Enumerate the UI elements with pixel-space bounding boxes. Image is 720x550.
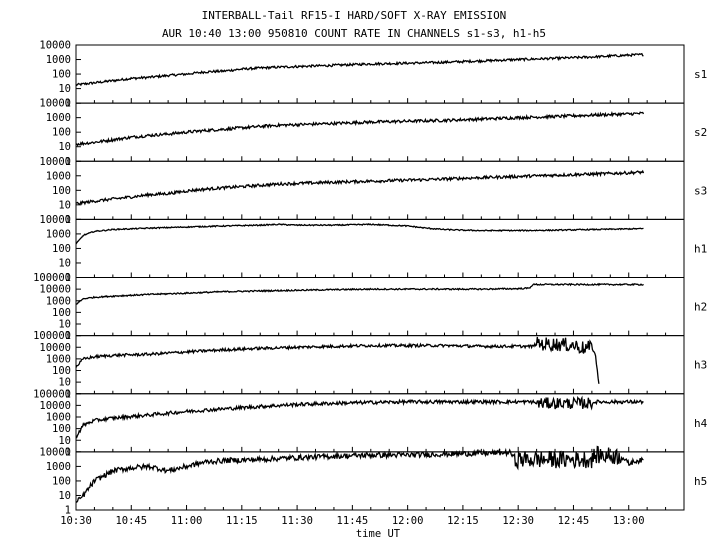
y-tick-label: 100 — [52, 475, 71, 487]
chart-title: INTERBALL-Tail RF15-I HARD/SOFT X-RAY EM… — [202, 9, 507, 22]
y-tick-label: 1000 — [46, 228, 71, 240]
y-tick-label: 10000 — [39, 400, 71, 412]
series-line-h5 — [75, 445, 644, 503]
y-tick-label: 10000 — [39, 446, 71, 458]
panel-frame — [75, 335, 685, 395]
y-tick-label: 1000 — [46, 295, 71, 307]
panels-group: 100001000100101s1100001000100101s2100001… — [33, 40, 708, 517]
y-tick-label: 10000 — [39, 156, 71, 168]
x-tick-label: 12:15 — [447, 515, 479, 527]
y-tick-label: 100 — [52, 307, 71, 319]
y-tick-label: 10000 — [39, 342, 71, 354]
series-line-h1 — [75, 223, 644, 245]
channel-label: h5 — [694, 475, 707, 488]
x-tick-label: 11:00 — [171, 515, 203, 527]
y-tick-label: 10000 — [39, 214, 71, 226]
y-tick-label: 10 — [58, 141, 71, 153]
series-line-s3 — [76, 169, 645, 206]
channel-label: h3 — [694, 359, 707, 372]
series-line-s2 — [75, 111, 645, 147]
series-line-h3 — [75, 336, 600, 384]
y-tick-label: 10000 — [39, 284, 71, 296]
panel-frame — [75, 102, 685, 162]
y-tick-label: 100 — [52, 69, 71, 81]
y-tick-label: 100 — [52, 127, 71, 139]
x-tick-label: 10:30 — [60, 515, 92, 527]
y-tick-label: 1 — [65, 446, 71, 458]
x-tick-label: 12:30 — [502, 515, 534, 527]
channel-label: h2 — [694, 301, 707, 314]
channel-label: s2 — [694, 126, 707, 139]
series-line-s1 — [75, 52, 644, 87]
y-tick-label: 10000 — [39, 40, 71, 52]
x-axis-label: time UT — [356, 528, 401, 540]
x-tick-label: 12:45 — [558, 515, 590, 527]
y-tick-label: 1 — [65, 505, 71, 517]
panel-s1: 10000 1000 100 10 1 s1 — [39, 40, 707, 110]
y-tick-label: 100 — [52, 365, 71, 377]
panel-frame — [75, 277, 685, 337]
x-tick-label: 11:45 — [337, 515, 369, 527]
x-tick-label: 11:30 — [281, 515, 313, 527]
y-tick-label: 100000 — [33, 330, 71, 342]
series-line-h4 — [75, 395, 644, 439]
x-tick-label: 12:00 — [392, 515, 424, 527]
panel-frame — [75, 44, 685, 104]
y-tick-label: 1000 — [46, 54, 71, 66]
y-tick-label: 100 — [52, 423, 71, 435]
y-tick-label: 1000 — [46, 461, 71, 473]
channel-label: s1 — [694, 68, 707, 81]
panel-h5: 10000 1000 100 10 1 h5 — [39, 445, 707, 517]
y-tick-label: 1 — [65, 214, 71, 226]
y-tick-label: 100 — [52, 243, 71, 255]
channel-label: h4 — [694, 417, 708, 430]
y-tick-label: 1000 — [46, 353, 71, 365]
channel-label: s3 — [694, 184, 707, 197]
y-tick-label: 1000 — [46, 112, 71, 124]
series-line-h2 — [75, 282, 644, 305]
y-tick-label: 10 — [58, 490, 71, 502]
x-axis: 10:30 10:45 11:00 11:15 11:30 11:45 12:00 12:15… — [60, 515, 644, 527]
y-tick-label: 1 — [65, 388, 71, 400]
y-tick-label: 1000 — [46, 170, 71, 182]
y-tick-label: 10 — [58, 377, 71, 389]
y-tick-label: 1 — [65, 98, 71, 110]
y-tick-label: 1 — [65, 156, 71, 168]
panel-frame — [75, 160, 685, 220]
x-tick-label: 13:00 — [613, 515, 645, 527]
y-tick-label: 10000 — [39, 98, 71, 110]
x-tick-label: 11:15 — [226, 515, 258, 527]
y-tick-label: 1 — [65, 272, 71, 284]
y-tick-label: 10 — [58, 435, 71, 447]
chart-subtitle: AUR 10:40 13:00 950810 COUNT RATE IN CHA… — [162, 27, 546, 40]
y-tick-label: 100 — [52, 185, 71, 197]
panel-s2: 10000 1000 100 10 1 s2 — [39, 98, 707, 168]
y-tick-label: 10 — [58, 319, 71, 331]
panel-h1: 10000 1000 100 10 1 h1 — [39, 214, 707, 284]
panel-s3: 10000 1000 100 10 1 s3 — [39, 156, 707, 226]
y-tick-label: 10 — [58, 257, 71, 269]
y-tick-label: 100000 — [33, 388, 71, 400]
y-tick-label: 10 — [58, 199, 71, 211]
channel-label: h1 — [694, 242, 707, 255]
y-tick-label: 100000 — [33, 272, 71, 284]
x-tick-label: 10:45 — [115, 515, 147, 527]
y-tick-label: 10 — [58, 83, 71, 95]
y-tick-label: 1 — [65, 330, 71, 342]
y-tick-label: 1000 — [46, 412, 71, 424]
